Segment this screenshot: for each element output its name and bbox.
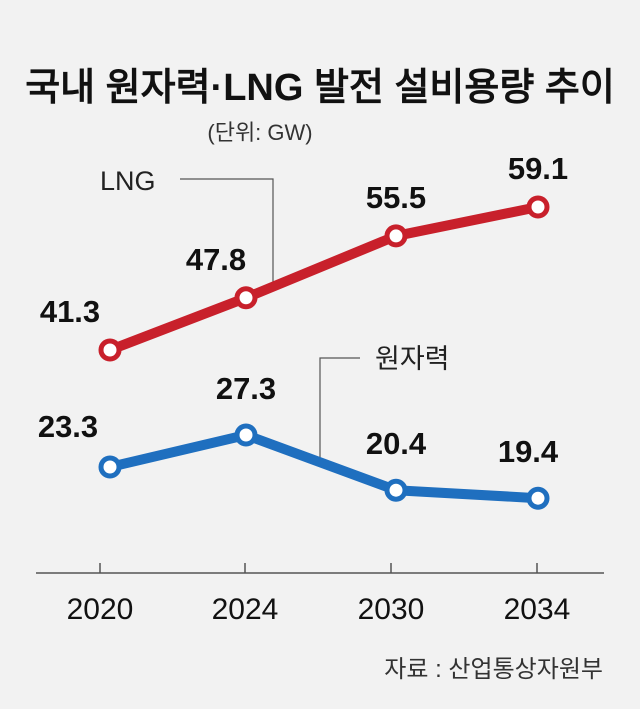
data-label: 27.3 — [216, 371, 276, 406]
series-line-lng — [108, 202, 539, 355]
lng-leader-line — [180, 178, 274, 285]
data-point — [234, 423, 258, 447]
data-point — [526, 486, 550, 510]
data-point — [98, 338, 122, 362]
x-tick-label: 2020 — [67, 593, 134, 626]
chart-title: 국내 원자력·LNG 발전 설비용량 추이 — [25, 67, 615, 109]
data-point — [234, 286, 258, 310]
data-label: 55.5 — [366, 180, 426, 215]
data-label: 41.3 — [40, 294, 100, 329]
nuclear-leader-line — [319, 357, 360, 465]
series-line-nuclear — [108, 430, 539, 504]
data-point — [98, 455, 122, 479]
x-tick-label: 2030 — [358, 593, 425, 626]
data-label: 19.4 — [498, 434, 559, 469]
x-tick-label: 2024 — [212, 593, 279, 626]
data-point — [384, 478, 408, 502]
data-label: 59.1 — [508, 151, 568, 186]
source-note: 자료 : 산업통상자원부 — [384, 656, 603, 683]
legend-lng: LNG — [100, 166, 156, 196]
data-point — [384, 224, 408, 248]
x-tick-label: 2034 — [504, 593, 571, 626]
chart-unit: (단위: GW) — [207, 120, 312, 145]
legend-nuclear: 원자력 — [375, 344, 450, 374]
data-label: 20.4 — [366, 426, 427, 461]
data-label: 23.3 — [38, 409, 98, 444]
data-label: 47.8 — [186, 242, 246, 277]
data-point — [526, 195, 550, 219]
